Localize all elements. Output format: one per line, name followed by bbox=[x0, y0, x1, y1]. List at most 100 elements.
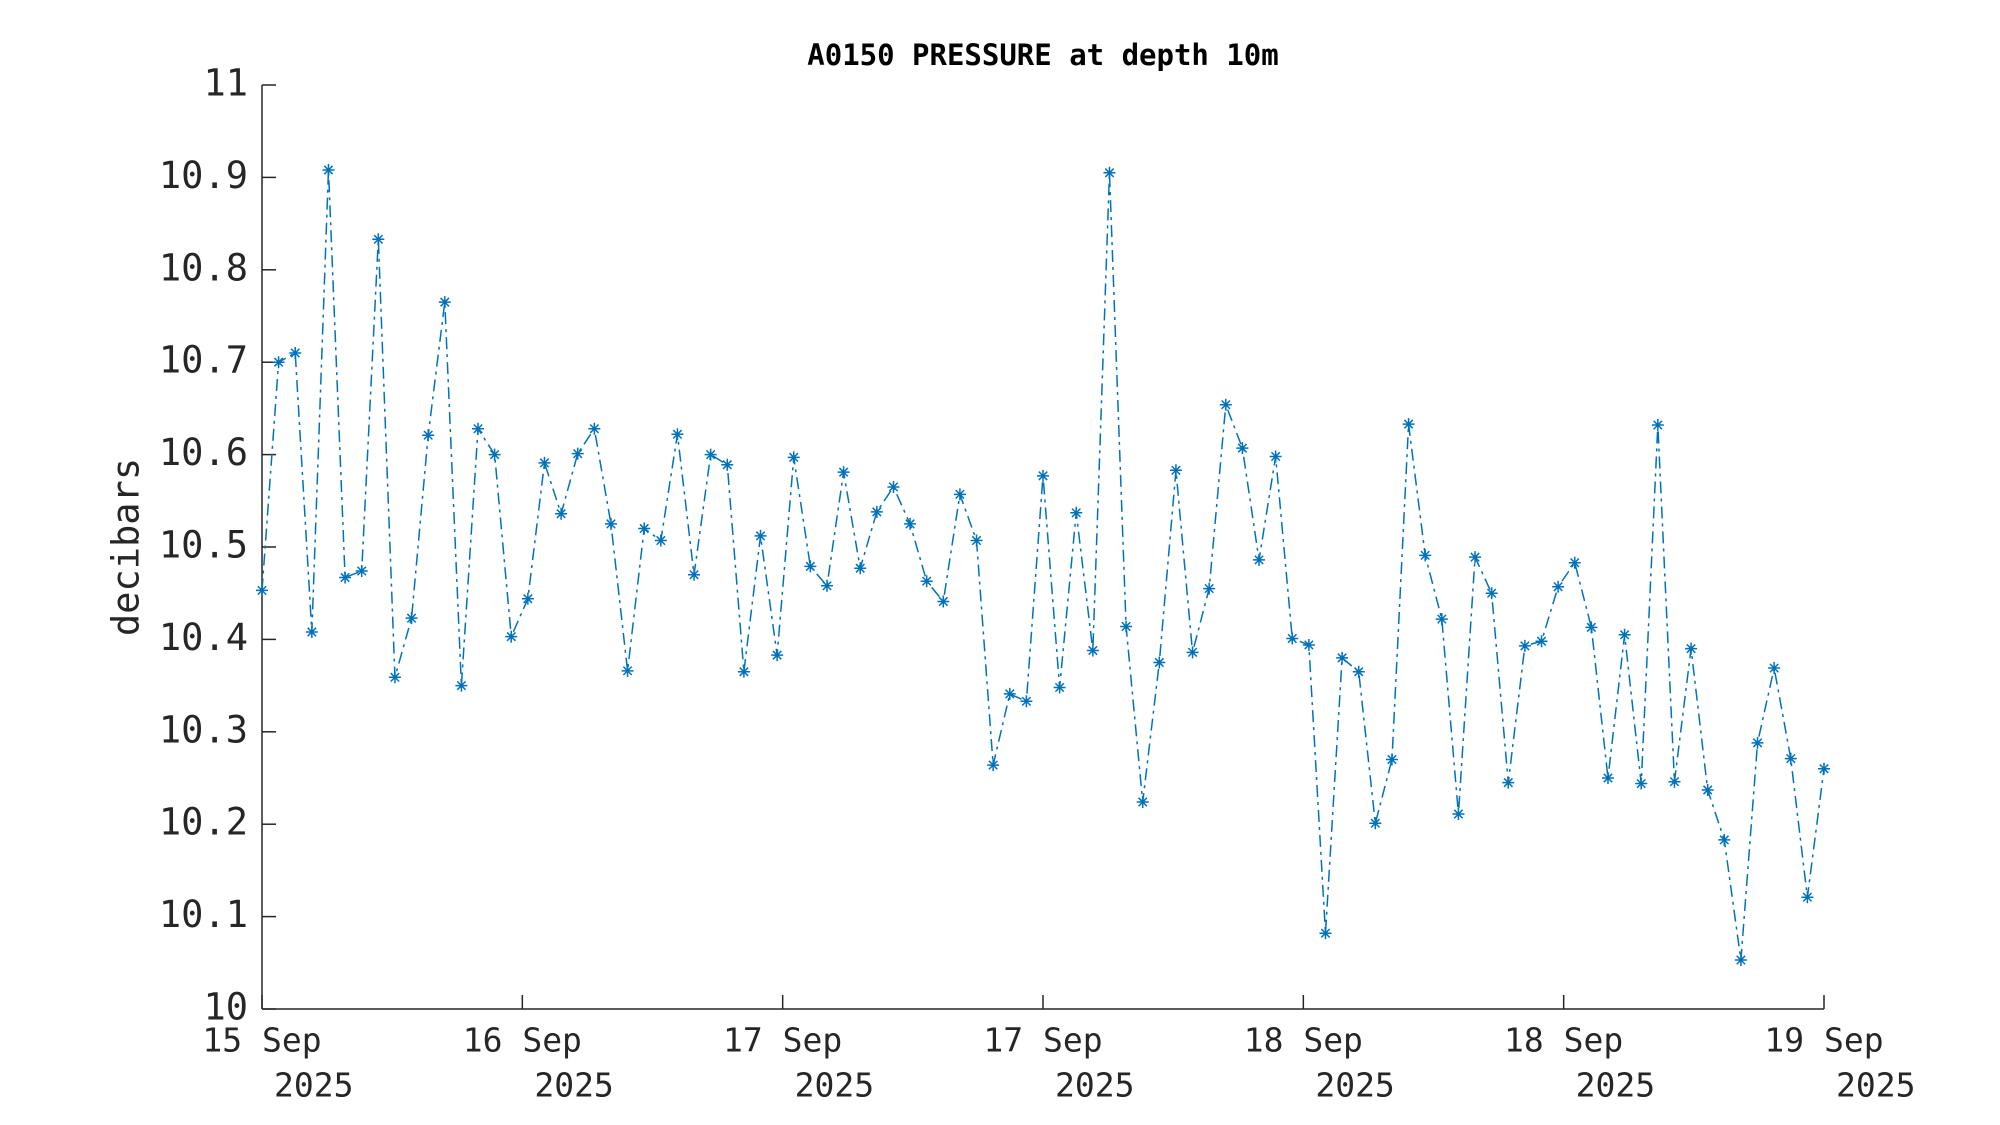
data-marker bbox=[455, 679, 468, 692]
data-marker bbox=[1369, 817, 1382, 830]
data-marker bbox=[1635, 777, 1648, 790]
data-marker bbox=[1552, 580, 1565, 593]
y-tick-label: 10.7 bbox=[159, 339, 248, 382]
data-marker bbox=[654, 534, 667, 547]
data-marker bbox=[1236, 442, 1249, 455]
x-tick-label: 18 Sep bbox=[1504, 1021, 1623, 1060]
data-marker bbox=[1585, 621, 1598, 634]
y-tick-label: 10.8 bbox=[159, 246, 248, 289]
data-marker bbox=[1651, 419, 1664, 432]
y-tick-label: 10.6 bbox=[159, 431, 248, 474]
data-marker bbox=[1003, 687, 1016, 700]
data-marker bbox=[804, 560, 817, 573]
x-tick-label: 16 Sep bbox=[463, 1021, 582, 1060]
data-marker bbox=[1419, 549, 1432, 562]
data-marker bbox=[1037, 469, 1049, 482]
x-tick-label: 2025 bbox=[1576, 1066, 1655, 1105]
data-marker bbox=[953, 488, 966, 501]
data-marker bbox=[1601, 772, 1614, 784]
data-marker bbox=[1502, 776, 1515, 789]
data-marker bbox=[1253, 553, 1266, 566]
data-marker bbox=[970, 534, 983, 547]
chart-title: A0150 PRESSURE at depth 10m bbox=[807, 38, 1278, 72]
x-tick-label: 2025 bbox=[274, 1066, 353, 1105]
data-marker bbox=[422, 429, 435, 442]
data-marker bbox=[870, 505, 883, 518]
data-marker bbox=[1269, 450, 1282, 463]
data-marker bbox=[1485, 587, 1498, 600]
data-marker bbox=[1203, 582, 1216, 595]
y-tick-label: 10 bbox=[203, 986, 248, 1029]
data-marker bbox=[1219, 398, 1232, 411]
data-marker bbox=[1136, 796, 1149, 809]
data-marker bbox=[272, 356, 285, 369]
data-marker bbox=[372, 233, 385, 246]
data-marker bbox=[1435, 613, 1448, 626]
data-marker bbox=[638, 522, 651, 535]
data-marker bbox=[1469, 551, 1482, 564]
data-marker bbox=[1286, 632, 1299, 645]
data-marker bbox=[920, 575, 933, 588]
data-marker bbox=[1385, 753, 1398, 766]
data-marker bbox=[438, 296, 451, 309]
y-tick-label: 10.2 bbox=[159, 801, 248, 844]
data-marker bbox=[388, 671, 401, 684]
data-marker bbox=[322, 164, 335, 177]
data-marker bbox=[1518, 639, 1531, 652]
data-marker bbox=[405, 612, 418, 625]
data-marker bbox=[289, 346, 302, 359]
y-tick-label: 10.9 bbox=[159, 154, 248, 197]
data-marker bbox=[488, 448, 501, 461]
data-marker bbox=[1734, 954, 1747, 967]
x-tick-label: 17 Sep bbox=[723, 1021, 842, 1060]
data-marker bbox=[887, 480, 900, 493]
data-marker bbox=[904, 517, 917, 530]
data-marker bbox=[987, 759, 1000, 772]
data-marker bbox=[1668, 775, 1681, 788]
y-tick-label: 10.3 bbox=[159, 708, 248, 751]
data-marker bbox=[1718, 833, 1731, 846]
data-marker bbox=[1801, 891, 1814, 904]
data-marker bbox=[1120, 620, 1133, 633]
data-marker bbox=[1768, 662, 1781, 675]
data-marker bbox=[854, 562, 867, 575]
x-tick-label: 15 Sep bbox=[202, 1021, 321, 1060]
data-marker bbox=[505, 630, 518, 643]
data-marker bbox=[538, 456, 551, 469]
data-marker bbox=[621, 664, 634, 677]
data-marker bbox=[704, 448, 717, 461]
data-marker bbox=[1784, 752, 1797, 765]
data-marker bbox=[1053, 681, 1066, 694]
data-marker bbox=[737, 665, 750, 678]
x-tick-label: 19 Sep bbox=[1764, 1021, 1883, 1060]
data-marker bbox=[1336, 651, 1349, 664]
x-tick-label: 2025 bbox=[534, 1066, 613, 1105]
data-marker bbox=[1186, 646, 1199, 659]
data-marker bbox=[1302, 638, 1315, 651]
x-tick-label: 18 Sep bbox=[1244, 1021, 1363, 1060]
y-axis-label: decibars bbox=[105, 458, 148, 636]
data-marker bbox=[754, 529, 767, 542]
x-tick-label: 2025 bbox=[1315, 1066, 1394, 1105]
data-marker bbox=[1153, 656, 1166, 669]
data-marker bbox=[837, 466, 850, 479]
data-marker bbox=[1103, 166, 1116, 179]
data-marker bbox=[721, 458, 734, 471]
data-marker bbox=[937, 595, 950, 608]
data-marker bbox=[1535, 635, 1548, 648]
data-marker bbox=[1402, 418, 1415, 431]
x-tick-label: 2025 bbox=[1836, 1066, 1915, 1105]
x-tick-label: 2025 bbox=[1055, 1066, 1134, 1105]
data-marker bbox=[1319, 927, 1332, 940]
data-marker bbox=[472, 422, 485, 435]
data-marker bbox=[1751, 736, 1764, 749]
data-marker bbox=[820, 579, 833, 592]
data-marker bbox=[521, 592, 534, 605]
y-tick-label: 10.5 bbox=[159, 524, 248, 567]
y-tick-label: 11 bbox=[203, 62, 248, 105]
data-marker bbox=[671, 428, 684, 441]
data-marker bbox=[1818, 762, 1830, 775]
data-marker bbox=[339, 571, 352, 584]
data-marker bbox=[355, 565, 368, 578]
